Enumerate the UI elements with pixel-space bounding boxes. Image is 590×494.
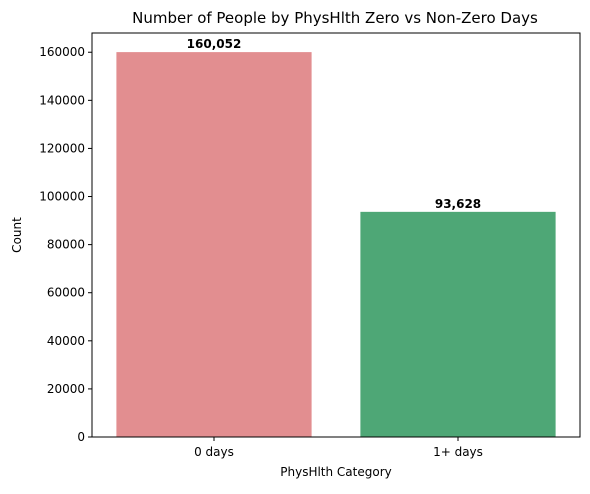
- y-tick-label: 140000: [39, 93, 85, 107]
- x-tick-label: 1+ days: [433, 445, 483, 459]
- y-tick-label: 60000: [47, 286, 85, 300]
- bar-value-labels: 160,052 93,628: [187, 37, 481, 211]
- y-axis-label: Count: [10, 217, 24, 253]
- y-tick-label: 160000: [39, 45, 85, 59]
- y-tick-label: 100000: [39, 190, 85, 204]
- bars-group: [116, 52, 556, 438]
- y-tick-label: 120000: [39, 141, 85, 155]
- bar: [116, 52, 312, 438]
- x-tick-label: 0 days: [194, 445, 234, 459]
- y-tick-label: 80000: [47, 238, 85, 252]
- bar-value-label: 160,052: [187, 37, 242, 51]
- y-tick-label: 0: [77, 430, 85, 444]
- y-axis: 0 20000 40000 60000 80000 100000 120000 140000 1…: [39, 45, 92, 444]
- chart-title: Number of People by PhysHlth Zero vs Non…: [132, 9, 538, 27]
- bar: [360, 211, 556, 437]
- x-axis-label: PhysHlth Category: [280, 465, 392, 479]
- y-tick-label: 20000: [47, 382, 85, 396]
- y-tick-label: 40000: [47, 334, 85, 348]
- bar-value-label: 93,628: [435, 197, 481, 211]
- plot-frame: [91, 32, 581, 438]
- x-axis: 0 days 1+ days: [194, 437, 483, 459]
